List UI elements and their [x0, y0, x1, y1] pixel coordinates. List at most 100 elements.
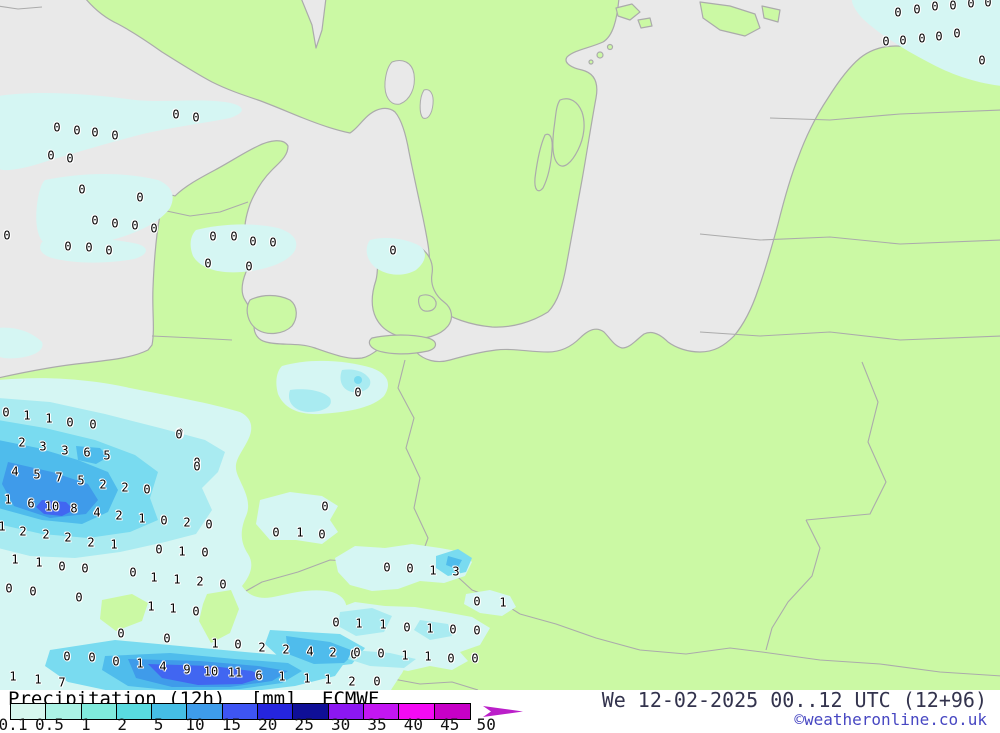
precip-value-label: 0 [269, 235, 277, 250]
precip-value-label: 6 [27, 496, 35, 511]
legend-color-cell [187, 704, 223, 719]
copyright-link[interactable]: ©weatheronline.co.uk [794, 710, 987, 729]
precip-value-label: 2 [196, 574, 204, 589]
precip-value-label: 4 [159, 659, 167, 674]
precip-value-label: 0 [172, 107, 180, 122]
precip-value-label: 0 [204, 256, 212, 271]
precip-value-label: 0 [984, 0, 992, 10]
precip-value-label: 0 [91, 213, 99, 228]
legend-color-cell [222, 704, 259, 719]
precip-value-label: 1 [11, 552, 19, 567]
precip-value-label: 11 [227, 665, 243, 680]
precip-value-label: 0 [899, 33, 907, 48]
precip-value-label: 0 [354, 385, 362, 400]
precip-value-label: 0 [129, 565, 137, 580]
precip-value-label: 0 [389, 243, 397, 258]
precip-value-label: 5 [103, 448, 111, 463]
legend-tick: 0.1 [0, 715, 28, 733]
precip-value-label: 0 [63, 649, 71, 664]
precip-value-label: 1 [23, 408, 31, 423]
precip-value-label: 0 [205, 517, 213, 532]
legend-tick: 35 [367, 715, 387, 733]
precip-value-label: 10 [203, 664, 219, 679]
precip-value-label: 2 [282, 642, 290, 657]
precip-value-label: 1 [136, 656, 144, 671]
precip-value-label: 4 [11, 464, 19, 479]
precip-value-label: 1 [150, 570, 158, 585]
legend-tick: 1 [80, 715, 91, 733]
precip-value-label: 0 [175, 427, 183, 442]
precip-value-label: 4 [306, 644, 314, 659]
precip-value-label: 0 [931, 0, 939, 14]
precip-value-label: 0 [163, 631, 171, 646]
island-hiiumaa [761, 5, 781, 23]
precip-value-label: 0 [66, 151, 74, 166]
precip-value-label: 0 [176, 426, 184, 441]
precip-value-label: 0 [58, 559, 66, 574]
precip-value-label: 0 [201, 545, 209, 560]
precip-value-label: 0 [89, 417, 97, 432]
map-svg [0, 0, 1000, 690]
island [596, 51, 604, 59]
precip-value-label: 0 [81, 561, 89, 576]
legend-arrow-icon [483, 706, 523, 717]
island-oland [534, 133, 553, 192]
precip-value-label: 1 [34, 672, 42, 687]
precip-value-label: 2 [18, 435, 26, 450]
precip-value-label: 2 [64, 530, 72, 545]
precip-value-label: 2 [183, 515, 191, 530]
precip-value-label: 0 [471, 651, 479, 666]
precip-value-label: 4 [93, 505, 101, 520]
precip-value-label: 0 [350, 647, 358, 662]
legend-color-cell [152, 704, 188, 719]
precip-value-label: 0 [29, 584, 37, 599]
precip-value-label: 1 [324, 672, 332, 687]
precip-value-label: 0 [245, 259, 253, 274]
precip-value-label: 2 [329, 645, 337, 660]
precip-value-label: 0 [64, 239, 72, 254]
legend-ticks: 0.1 0.5 1 2 5 10 15 20 25 30 35 40 45 50 [0, 716, 520, 733]
precip-value-label: 0 [234, 637, 242, 652]
forecast-datetime: We 12-02-2025 00..12 UTC (12+96) [601, 688, 987, 712]
precip-value-label: 0 [160, 513, 168, 528]
precip-value-label: 1 [426, 621, 434, 636]
precip-value-label: 0 [192, 604, 200, 619]
precip-heavy-layer [0, 369, 472, 690]
precip-value-label: 2 [115, 508, 123, 523]
precip-value-label: 0 [88, 650, 96, 665]
precip-value-label: 9 [183, 662, 191, 677]
legend-color-cell [328, 704, 364, 719]
precip-value-label: 1 [169, 601, 177, 616]
precip-value-label: 6 [255, 668, 263, 683]
island [637, 17, 653, 29]
precip-value-label: 0 [193, 459, 201, 474]
precip-value-label: 1 [379, 617, 387, 632]
legend-color-cell [434, 704, 470, 719]
legend-footer: Precipitation (12h) [mm] ECMWF 0.1 0.5 1 2 5… [0, 690, 1000, 733]
precip-value-label: 1 [499, 595, 507, 610]
oslofjord [301, 0, 327, 49]
precip-value-label: 1 [173, 572, 181, 587]
island [606, 43, 614, 51]
precip-value-label: 0 [117, 626, 125, 641]
precip-value-label: 2 [121, 480, 129, 495]
precip-value-label: 0 [75, 590, 83, 605]
lake-vattern [419, 89, 434, 119]
legend-tick: 45 [440, 715, 460, 733]
precip-value-label: 0 [47, 148, 55, 163]
precip-value-label: 0 [332, 615, 340, 630]
legend-colorbar [10, 703, 471, 720]
precip-value-label: 0 [150, 221, 158, 236]
legend-tick: 0.5 [34, 715, 64, 733]
precip-value-label: 0 [91, 125, 99, 140]
legend-tick: 15 [221, 715, 242, 733]
legend-tick: 25 [294, 715, 314, 733]
precip-value-label: 0 [272, 525, 280, 540]
precip-value-label: 0 [5, 581, 13, 596]
precip-value-label: 1 [278, 669, 286, 684]
precip-value-label: 0 [73, 123, 81, 138]
precip-value-label: 1 [303, 671, 311, 686]
precip-value-label: 2 [42, 527, 50, 542]
precip-value-label: 0 [136, 190, 144, 205]
